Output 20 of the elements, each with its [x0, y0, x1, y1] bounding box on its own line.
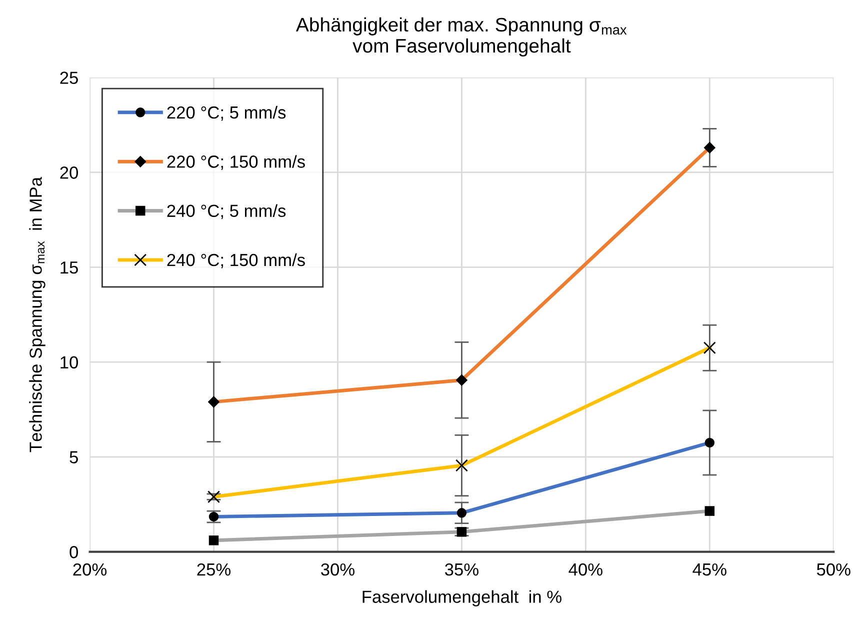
y-tick-label: 15 — [60, 262, 78, 274]
y-tick-label: 0 — [70, 546, 78, 558]
legend-label: 240 °C; 150 mm/s — [167, 253, 305, 268]
x-tick-label: 30% — [321, 563, 354, 576]
x-tick-label: 40% — [568, 563, 602, 576]
chart-title: Abhängigkeit der max. Spannung σ$_{max}$ vom Faservolumengehalt — [296, 17, 627, 57]
x-tick-label: 35% — [444, 563, 478, 576]
y-axis-title: Technische Spannung σ$_{max}$ in MPa — [29, 176, 46, 452]
y-tick-label: 10 — [60, 356, 78, 369]
x-tick-label: 50% — [816, 563, 850, 576]
x-axis-title: Faservolumengehalt in % — [362, 590, 562, 606]
x-tick-label: 45% — [692, 563, 726, 576]
legend-label: 220 °C; 150 mm/s — [167, 155, 305, 170]
y-tick-label: 20 — [60, 166, 78, 179]
x-tick-label: 25% — [197, 563, 231, 576]
y-tick-label: 25 — [60, 72, 78, 84]
legend-label: 220 °C; 5 mm/s — [167, 106, 286, 121]
legend-label: 240 °C; 5 mm/s — [167, 204, 286, 220]
x-tick-label: 20% — [73, 563, 107, 576]
y-tick-label: 5 — [70, 451, 78, 464]
